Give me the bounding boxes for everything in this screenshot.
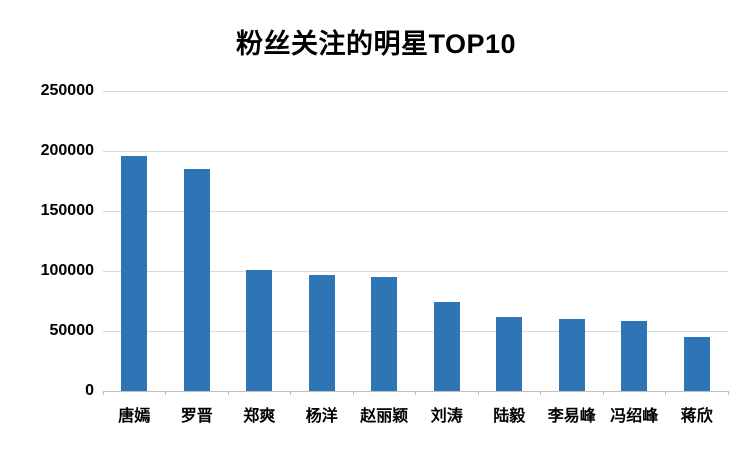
gridline-200000 <box>103 150 728 152</box>
y-axis-tick-label: 250000 <box>40 82 94 99</box>
x-axis-tick-mark <box>165 391 166 395</box>
x-axis-tick-mark <box>102 391 104 395</box>
x-axis-tick-label: 蒋欣 <box>680 408 713 425</box>
x-axis-tick-mark <box>665 391 666 395</box>
x-axis-tick-mark <box>352 391 354 395</box>
bar-罗晋 <box>183 169 210 391</box>
x-axis-tick-mark <box>477 391 479 395</box>
gridline-50000 <box>103 330 728 332</box>
bar-刘涛 <box>433 302 460 391</box>
gridline-150000 <box>103 210 728 212</box>
x-axis-tick-mark <box>602 391 604 395</box>
y-axis-tick-label: 100000 <box>40 262 94 279</box>
x-axis-tick-mark <box>227 391 229 395</box>
x-axis-tick-label: 李易峰 <box>547 408 596 425</box>
bar-唐嫣 <box>121 156 148 391</box>
chart-title: 粉丝关注的明星TOP10 <box>235 29 517 59</box>
bar-郑爽 <box>246 270 273 391</box>
x-axis-tick-mark <box>540 391 541 395</box>
plot-area: 0 50000 100000 150000 200000 250000 唐嫣 罗晋 郑爽 杨洋 赵丽… <box>41 82 729 425</box>
y-axis-tick-label: 200000 <box>40 142 94 159</box>
x-axis-tick-label: 刘涛 <box>430 408 463 425</box>
x-axis-tick-mark <box>290 391 291 395</box>
y-axis-tick-label: 0 <box>85 382 94 399</box>
x-axis-tick-label: 罗晋 <box>180 408 213 425</box>
y-axis-tick-label: 150000 <box>40 202 94 219</box>
x-axis-tick-label: 陆毅 <box>493 408 526 425</box>
x-axis-tick-label: 赵丽颖 <box>360 408 409 425</box>
gridline-250000 <box>103 90 728 92</box>
y-axis-tick-label: 50000 <box>49 322 95 339</box>
x-axis-tick-label: 唐嫣 <box>118 408 151 425</box>
x-axis-tick-mark <box>415 391 416 395</box>
bar-杨洋 <box>308 275 335 391</box>
x-axis-tick-label: 冯绍峰 <box>610 408 659 425</box>
gridline-100000 <box>103 270 728 272</box>
bar-蒋欣 <box>683 337 710 391</box>
x-axis-tick-label: 杨洋 <box>305 408 338 425</box>
bar-陆毅 <box>496 317 523 391</box>
bar-赵丽颖 <box>371 277 398 391</box>
x-axis-tick-label: 郑爽 <box>243 408 276 425</box>
x-axis-tick-mark <box>727 391 729 395</box>
bar-李易峰 <box>558 319 585 391</box>
bar-冯绍峰 <box>621 321 648 391</box>
